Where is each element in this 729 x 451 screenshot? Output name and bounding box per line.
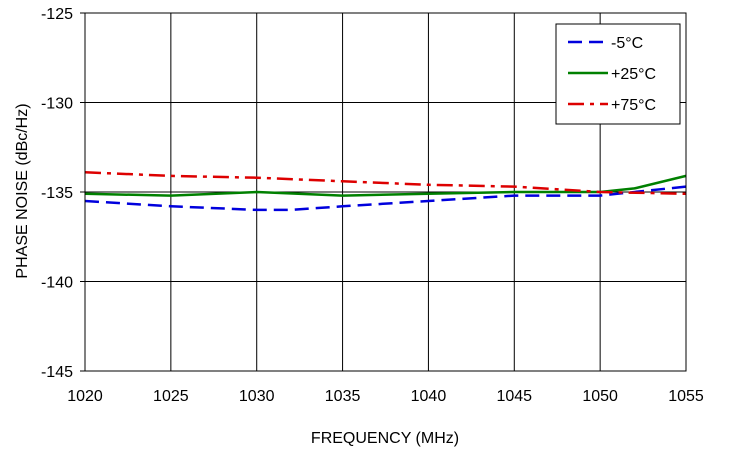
x-tick-label: 1020 <box>67 388 103 405</box>
legend-label: -5°C <box>611 35 643 52</box>
y-tick-label: -140 <box>41 275 73 292</box>
x-tick-label: 1025 <box>153 388 189 405</box>
legend-label: +25°C <box>611 66 656 83</box>
series-line-1 <box>84 174 687 197</box>
legend-label: +75°C <box>611 97 656 114</box>
x-tick-label: 1040 <box>411 388 447 405</box>
x-tick-label: 1045 <box>496 388 532 405</box>
y-tick-label: -135 <box>41 185 73 202</box>
x-tick-label: 1035 <box>325 388 361 405</box>
legend: -5°C +25°C +75°C <box>555 23 681 125</box>
axis-layer: 1020 1025 1030 1035 1040 1045 1050 1055 -125 -130… <box>41 6 704 405</box>
series-line-0 <box>84 185 687 212</box>
y-tick-label: -125 <box>41 6 73 23</box>
x-axis-title: FREQUENCY (MHz) <box>311 430 459 447</box>
plot-frame <box>84 12 687 372</box>
legend-box <box>555 23 681 125</box>
x-tick-label: 1055 <box>668 388 704 405</box>
y-tick-label: -145 <box>41 364 73 381</box>
x-tick-label: 1030 <box>239 388 275 405</box>
y-axis-title: PHASE NOISE (dBc/Hz) <box>14 103 31 278</box>
y-tick-label: -130 <box>41 96 73 113</box>
series-line-2 <box>84 171 687 196</box>
series-layer <box>84 171 687 212</box>
x-tick-label: 1050 <box>582 388 618 405</box>
